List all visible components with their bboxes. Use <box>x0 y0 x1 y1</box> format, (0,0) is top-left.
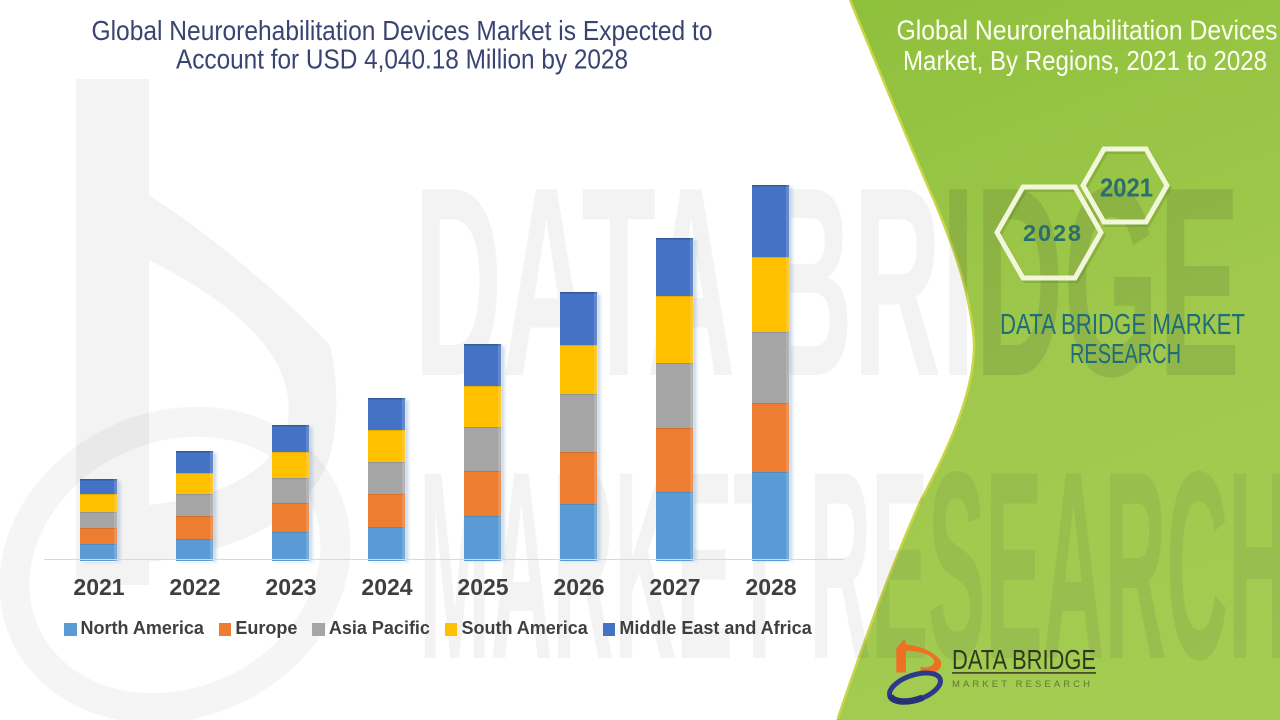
svg-text:Global Neurorehabilitation Dev: Global Neurorehabilitation Devices <box>897 14 1278 45</box>
svg-text:Global Neurorehabilitation Dev: Global Neurorehabilitation Devices Marke… <box>92 15 713 46</box>
svg-text:DATA BRIDGE MARKET: DATA BRIDGE MARKET <box>1000 309 1245 341</box>
svg-text:MARKET RESEARCH: MARKET RESEARCH <box>952 679 1090 690</box>
svg-text:Market, By Regions, 2021 to 20: Market, By Regions, 2021 to 2028 <box>903 45 1267 76</box>
svg-text:2028: 2028 <box>1023 220 1081 246</box>
svg-text:Account for USD 4,040.18 Milli: Account for USD 4,040.18 Million by 2028 <box>176 43 628 74</box>
svg-text:DATA BRIDGE: DATA BRIDGE <box>952 644 1096 675</box>
svg-text:2021: 2021 <box>1100 173 1153 203</box>
svg-text:RESEARCH: RESEARCH <box>1070 338 1181 369</box>
svg-text:DATA BRIDGE: DATA BRIDGE <box>414 132 1240 433</box>
